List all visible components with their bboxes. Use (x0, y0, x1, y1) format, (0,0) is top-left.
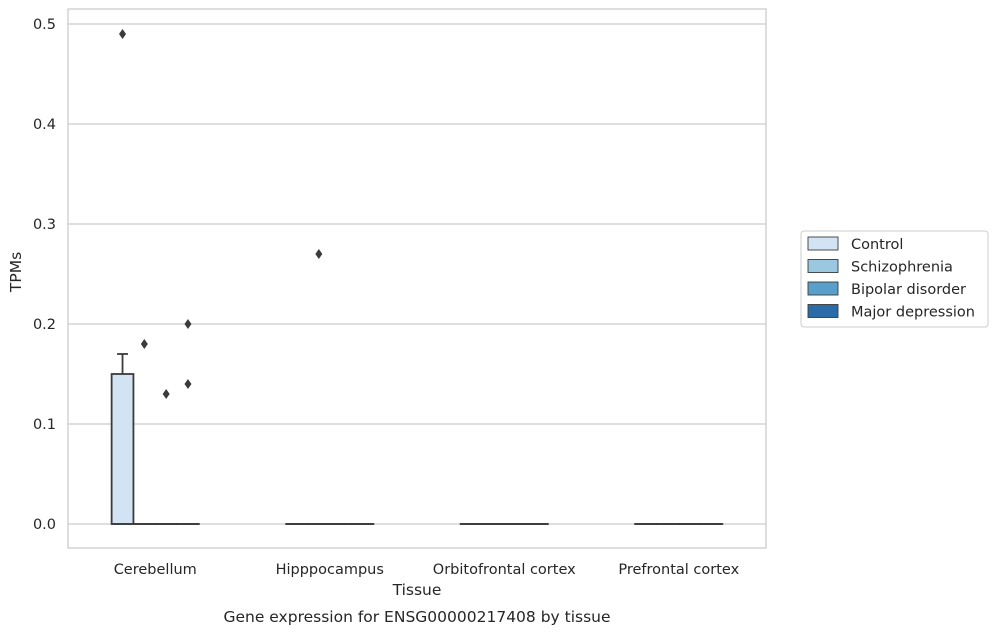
y-tick-label: 0.1 (33, 417, 56, 433)
y-tick-label: 0.0 (33, 517, 56, 533)
legend-label: Major depression (851, 305, 975, 321)
x-axis-label: Tissue (392, 581, 442, 599)
outlier-point (184, 319, 192, 329)
x-tick-label: Orbitofrontal cortex (433, 562, 576, 578)
outlier-point (184, 379, 192, 389)
chart-title: Gene expression for ENSG00000217408 by t… (223, 608, 610, 626)
plot-frame (67, 8, 767, 549)
x-tick-labels: Cerebellum Hipppocampus Orbitofrontal cort… (114, 562, 740, 578)
box-layer (110, 29, 724, 525)
outlier-point (315, 249, 323, 259)
legend-swatch (807, 281, 839, 296)
legend-label: Bipolar disorder (851, 282, 966, 298)
legend-frame (800, 230, 989, 328)
y-tick-label: 0.4 (33, 117, 56, 133)
legend-label: Control (851, 237, 903, 253)
y-tick-label: 0.5 (33, 17, 56, 33)
x-tick-label: Cerebellum (114, 562, 197, 578)
box-group (132, 339, 157, 525)
grid-lines (68, 23, 766, 525)
outlier-point (162, 389, 170, 399)
legend-swatch (807, 236, 839, 251)
box-group (307, 249, 331, 525)
legend-swatch (807, 304, 839, 318)
y-axis-label: TPMs (7, 252, 25, 293)
y-tick-label: 0.3 (33, 217, 56, 233)
legend-swatch (807, 259, 839, 273)
y-tick-labels: 0.0 0.1 0.2 0.3 0.4 0.5 (33, 17, 56, 533)
box-group (110, 29, 135, 525)
box (110, 373, 135, 525)
box-group (176, 319, 200, 525)
legend: Control Schizophrenia Bipolar disorder Majo… (800, 230, 989, 328)
outlier-point (119, 29, 127, 39)
box-group (154, 389, 178, 525)
x-tick-label: Prefrontal cortex (618, 562, 739, 578)
outlier-point (140, 339, 148, 349)
legend-label: Schizophrenia (851, 260, 953, 276)
y-tick-label: 0.2 (33, 317, 56, 333)
x-tick-label: Hipppocampus (276, 562, 384, 578)
